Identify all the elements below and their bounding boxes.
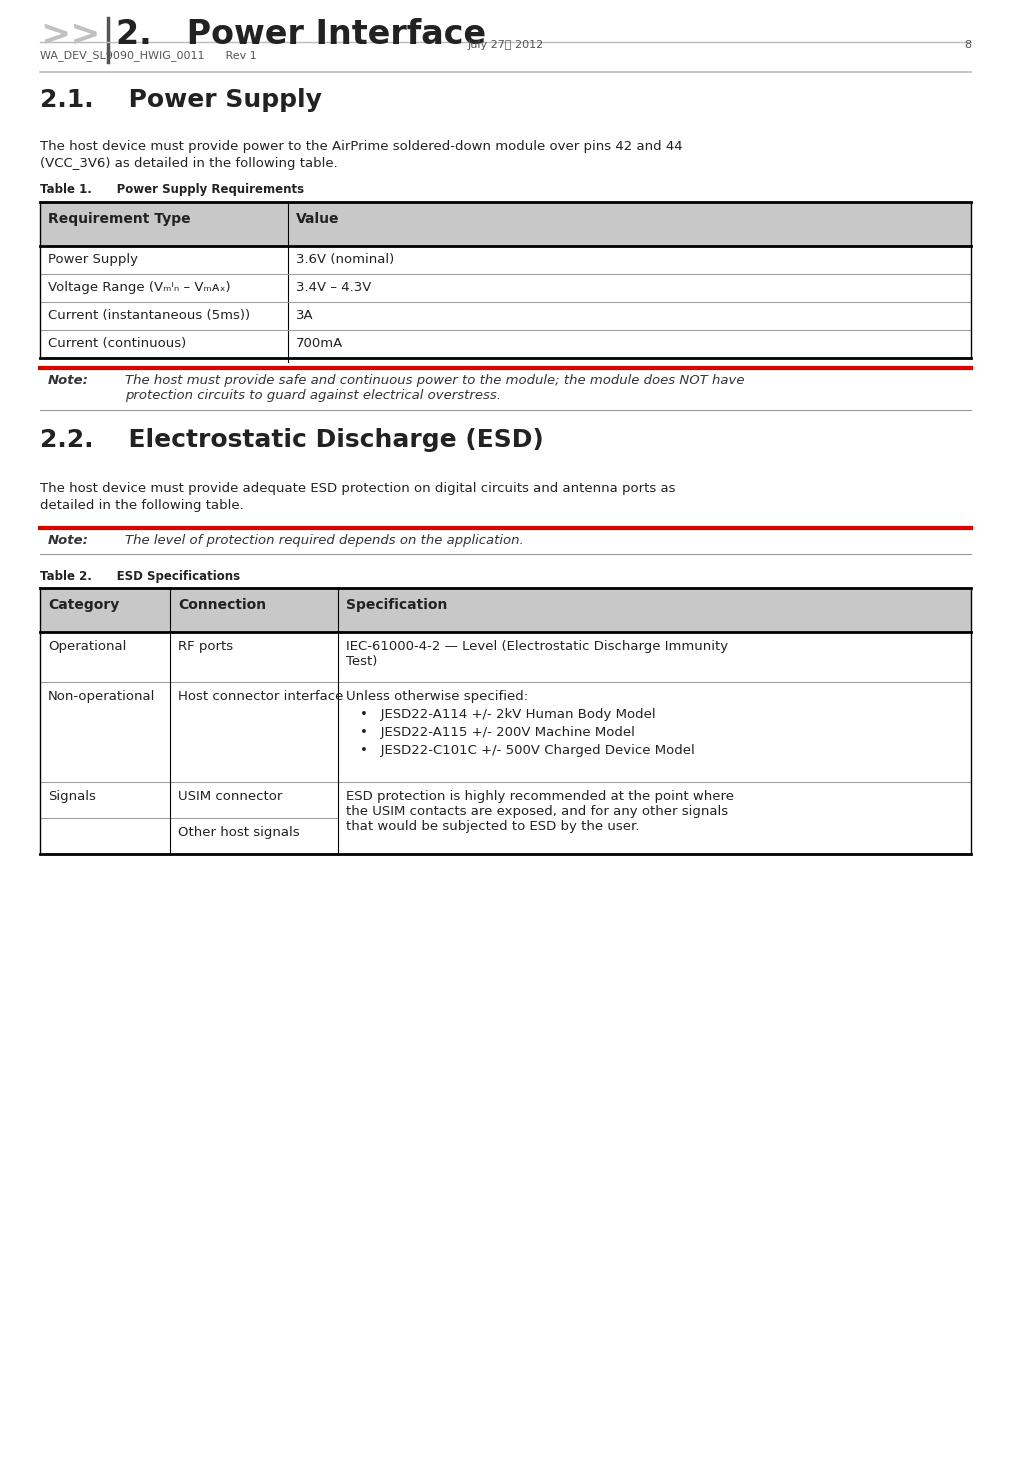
- Text: The host must provide safe and continuous power to the module; the module does N: The host must provide safe and continuou…: [125, 374, 744, 387]
- Bar: [40, 588, 971, 633]
- Text: Host connector interface: Host connector interface: [178, 690, 344, 703]
- Text: 700mA: 700mA: [296, 337, 344, 350]
- Text: Specification: Specification: [346, 599, 448, 612]
- Text: Operational: Operational: [48, 640, 126, 653]
- Text: Non-operational: Non-operational: [48, 690, 156, 703]
- Text: 2.   Power Interface: 2. Power Interface: [116, 18, 486, 51]
- Text: IEC-61000-4-2 — Level (Electrostatic Discharge Immunity: IEC-61000-4-2 — Level (Electrostatic Dis…: [346, 640, 728, 653]
- Text: Note:: Note:: [48, 374, 89, 387]
- Text: Category: Category: [48, 599, 119, 612]
- Text: Note:: Note:: [48, 534, 89, 547]
- Text: Current (instantaneous (5ms)): Current (instantaneous (5ms)): [48, 309, 250, 322]
- Text: Test): Test): [346, 655, 377, 668]
- Text: RF ports: RF ports: [178, 640, 234, 653]
- Text: •   JESD22-C101C +/- 500V Charged Device Model: • JESD22-C101C +/- 500V Charged Device M…: [360, 744, 695, 758]
- Text: Connection: Connection: [178, 599, 266, 612]
- Text: 3.4V – 4.3V: 3.4V – 4.3V: [296, 281, 371, 294]
- Text: >>: >>: [40, 18, 100, 51]
- Bar: [40, 202, 971, 246]
- Text: 3.6V (nominal): 3.6V (nominal): [296, 253, 394, 266]
- Text: WA_DEV_SL9090_HWIG_0011      Rev 1: WA_DEV_SL9090_HWIG_0011 Rev 1: [40, 50, 257, 60]
- Text: USIM connector: USIM connector: [178, 790, 282, 803]
- Text: 2.1.    Power Supply: 2.1. Power Supply: [40, 88, 321, 112]
- Text: 8: 8: [963, 40, 971, 50]
- Text: 2.2.    Electrostatic Discharge (ESD): 2.2. Electrostatic Discharge (ESD): [40, 428, 544, 452]
- Text: (VCC_3V6) as detailed in the following table.: (VCC_3V6) as detailed in the following t…: [40, 157, 338, 171]
- Text: Other host signals: Other host signals: [178, 827, 299, 838]
- Text: Unless otherwise specified:: Unless otherwise specified:: [346, 690, 528, 703]
- Text: Table 1.      Power Supply Requirements: Table 1. Power Supply Requirements: [40, 182, 304, 196]
- Text: The host device must provide power to the AirPrime soldered-down module over pin: The host device must provide power to th…: [40, 140, 682, 153]
- Text: The level of protection required depends on the application.: The level of protection required depends…: [125, 534, 524, 547]
- Text: detailed in the following table.: detailed in the following table.: [40, 499, 244, 512]
- Text: Power Supply: Power Supply: [48, 253, 137, 266]
- Text: that would be subjected to ESD by the user.: that would be subjected to ESD by the us…: [346, 819, 639, 833]
- Text: Requirement Type: Requirement Type: [48, 212, 191, 227]
- Text: 3A: 3A: [296, 309, 313, 322]
- Text: ESD protection is highly recommended at the point where: ESD protection is highly recommended at …: [346, 790, 734, 803]
- Text: •   JESD22-A114 +/- 2kV Human Body Model: • JESD22-A114 +/- 2kV Human Body Model: [360, 708, 655, 721]
- Text: •   JESD22-A115 +/- 200V Machine Model: • JESD22-A115 +/- 200V Machine Model: [360, 727, 635, 738]
- Text: protection circuits to guard against electrical overstress.: protection circuits to guard against ele…: [125, 388, 501, 402]
- Text: Value: Value: [296, 212, 340, 227]
- Text: The host device must provide adequate ESD protection on digital circuits and ant: The host device must provide adequate ES…: [40, 482, 675, 496]
- Text: Voltage Range (Vₘᴵₙ – Vₘᴀₓ): Voltage Range (Vₘᴵₙ – Vₘᴀₓ): [48, 281, 231, 294]
- Text: July 27， 2012: July 27， 2012: [467, 40, 544, 50]
- Text: the USIM contacts are exposed, and for any other signals: the USIM contacts are exposed, and for a…: [346, 805, 728, 818]
- Text: Table 2.      ESD Specifications: Table 2. ESD Specifications: [40, 569, 241, 583]
- Text: Signals: Signals: [48, 790, 96, 803]
- Text: Current (continuous): Current (continuous): [48, 337, 186, 350]
